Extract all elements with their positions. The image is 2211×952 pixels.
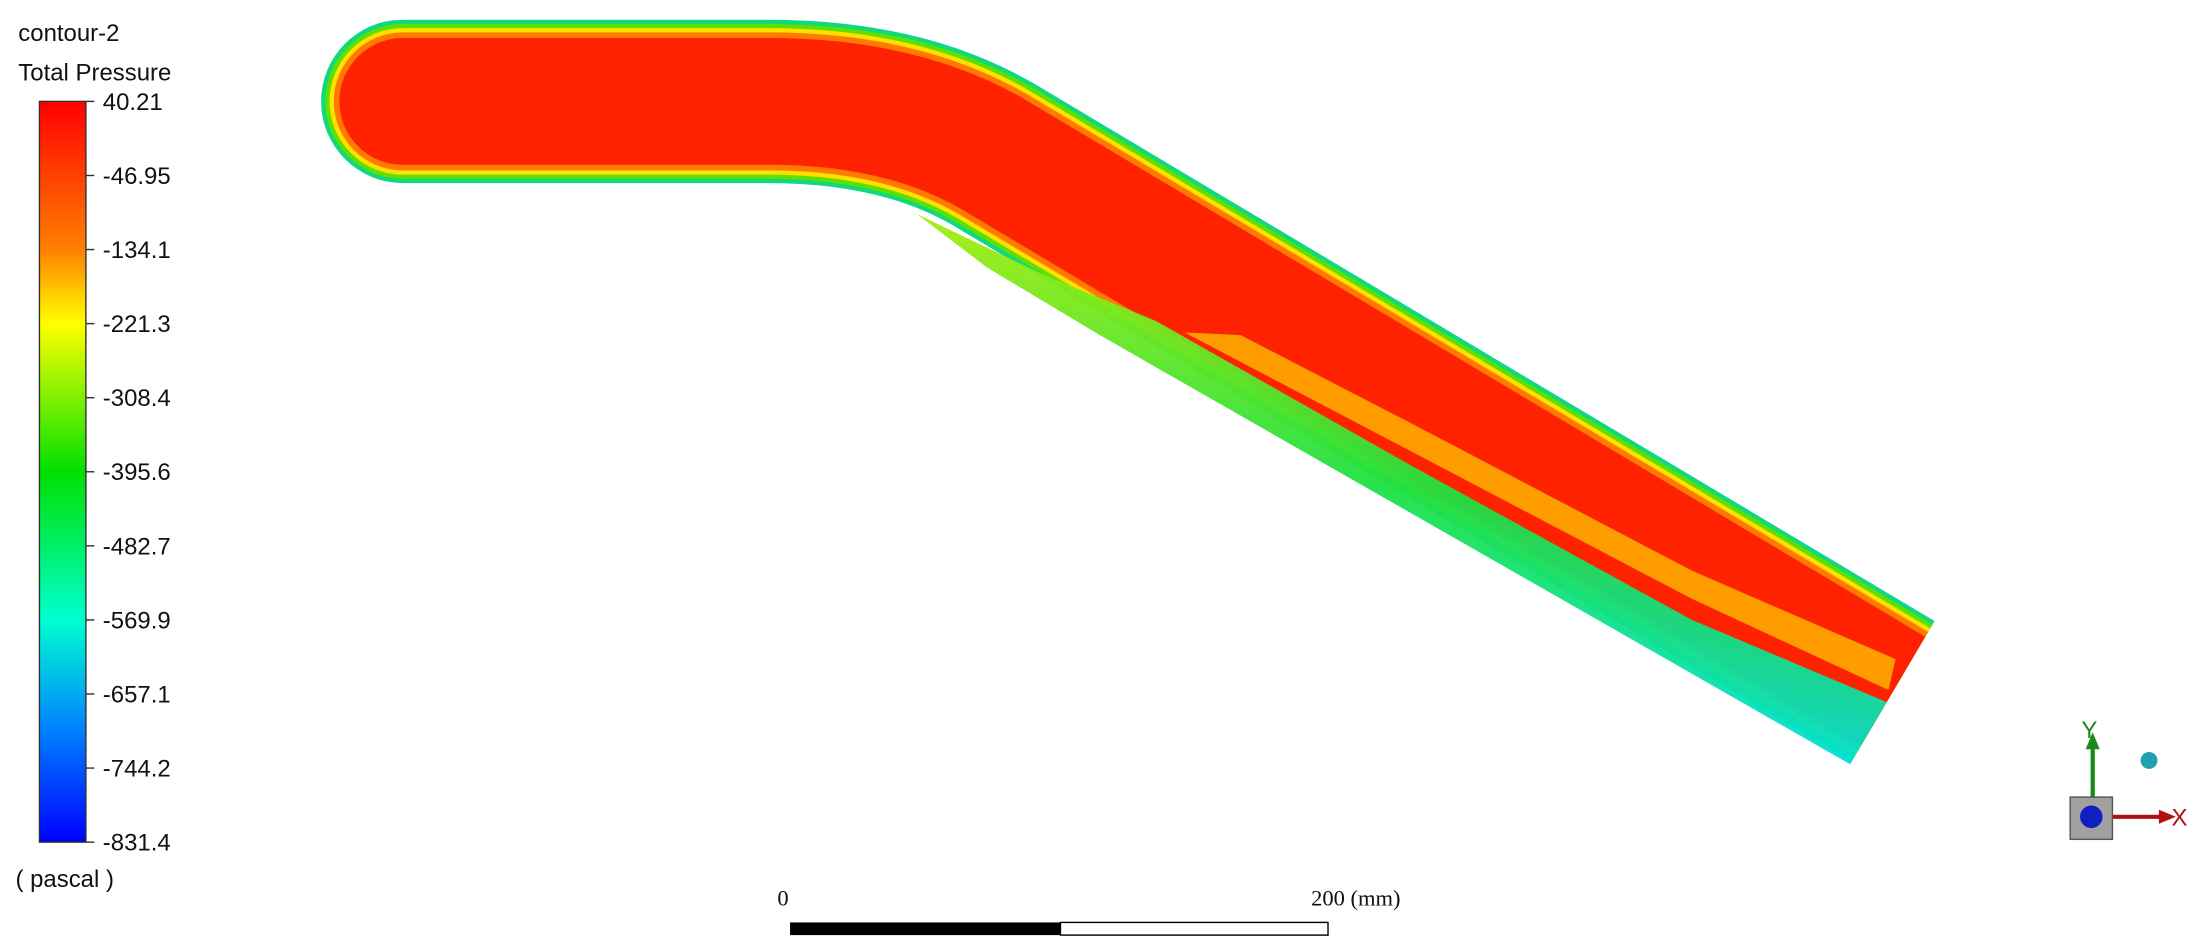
legend-units: ( pascal ) xyxy=(15,866,113,893)
legend-title: contour-2 xyxy=(18,20,119,47)
legend-level: -569.9 xyxy=(103,607,171,634)
axis-triad: Y X xyxy=(2069,717,2188,841)
legend-level: -482.7 xyxy=(103,533,171,560)
scale-bar: 0 200 (mm) xyxy=(777,886,1401,936)
legend-level: -221.3 xyxy=(103,311,171,338)
legend-level: 40.21 xyxy=(103,89,163,116)
triad-y: Y xyxy=(2081,717,2097,744)
colorbar xyxy=(38,100,87,843)
legend-level: -46.95 xyxy=(103,163,171,190)
legend-level: -308.4 xyxy=(103,385,171,412)
legend-level: -657.1 xyxy=(103,681,171,708)
scale-start: 0 xyxy=(777,886,788,911)
legend-level: -134.1 xyxy=(103,237,171,264)
legend-levels: 40.21 -46.95 -134.1 -221.3 -308.4 -395.6 -482.… xyxy=(85,89,171,857)
pipe-contour xyxy=(321,19,1978,775)
triad-x: X xyxy=(2172,804,2188,831)
scale-end: 200 (mm) xyxy=(1311,886,1400,911)
legend-level: -395.6 xyxy=(103,459,171,486)
legend-variable: Total Pressure xyxy=(18,59,171,86)
legend-level: -831.4 xyxy=(103,830,171,857)
legend-level: -744.2 xyxy=(103,756,171,783)
